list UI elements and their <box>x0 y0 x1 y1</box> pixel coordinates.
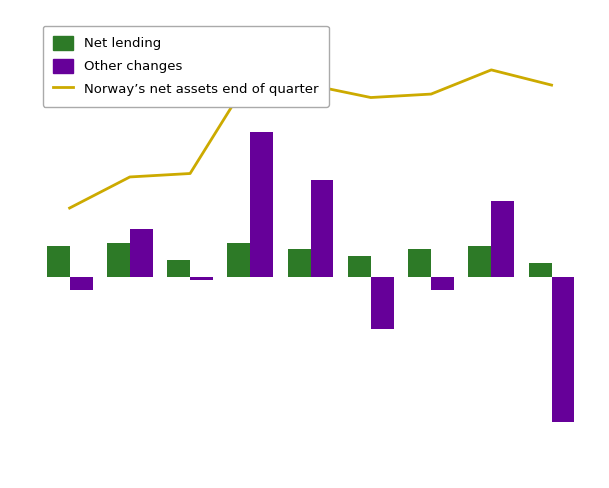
Bar <box>408 249 431 277</box>
Bar <box>311 181 334 277</box>
Bar <box>130 229 153 277</box>
Bar <box>529 264 552 277</box>
Bar <box>552 277 574 422</box>
Legend: Net lending, Other changes, Norway’s net assets end of quarter: Net lending, Other changes, Norway’s net… <box>43 26 329 107</box>
Bar <box>190 277 213 280</box>
Bar <box>348 256 371 277</box>
Bar <box>167 260 190 277</box>
Bar <box>491 201 514 277</box>
Bar <box>371 277 394 329</box>
Bar <box>250 132 273 277</box>
Bar <box>47 246 69 277</box>
Bar <box>69 277 93 289</box>
Bar <box>431 277 454 289</box>
Bar <box>227 243 250 277</box>
Bar <box>468 246 491 277</box>
Bar <box>107 243 130 277</box>
Bar <box>287 249 311 277</box>
